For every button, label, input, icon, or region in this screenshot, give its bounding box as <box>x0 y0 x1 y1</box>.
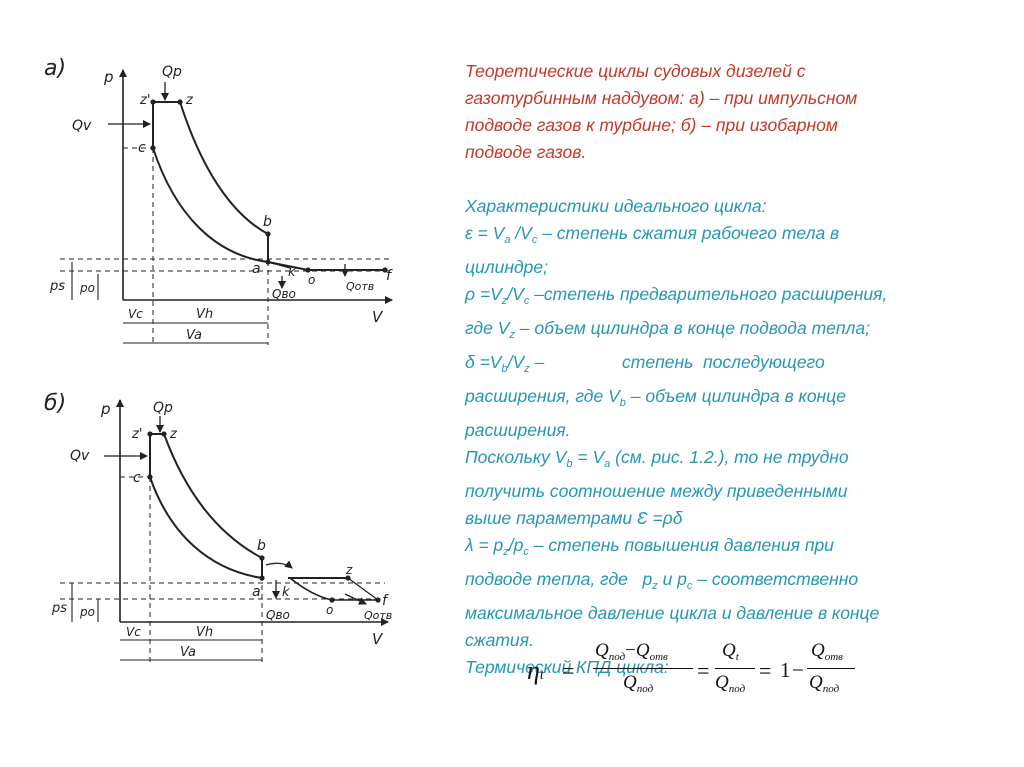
label-ps-a: ps <box>49 279 65 294</box>
label-va-a: Va <box>186 328 202 343</box>
compression-curve-b <box>149 476 263 579</box>
delta-definition: δ =Vb/Vz – степень последующего <box>465 352 825 375</box>
label-f-b: f <box>382 593 389 609</box>
label-zprime-a: z' <box>139 93 150 108</box>
label-qotv-b: Qотв <box>364 609 392 622</box>
label-vc-a: Vc <box>128 307 143 321</box>
label-v-b: V <box>372 630 384 648</box>
label-o-a: o <box>308 273 315 287</box>
label-v-a: V <box>372 308 384 326</box>
label-a-b: a <box>252 584 261 600</box>
intro-line-2: газотурбинным наддувом: а) – при импульс… <box>465 88 858 108</box>
diagram-b: б) <box>44 391 392 662</box>
label-po-a: po <box>79 281 95 295</box>
intro-line-3: подводе газов к турбине; б) – при изобар… <box>465 115 838 135</box>
label-qotv-a: Qотв <box>346 280 374 293</box>
label-vh-a: Vh <box>196 307 213 322</box>
exhaust-line-a <box>267 261 291 269</box>
eps-definition: ε = Va /Vc – степень сжатия рабочего тел… <box>465 223 840 246</box>
formula-eq-1: = <box>562 658 575 683</box>
since-statement-line-2: получить соотношение между приведенными <box>465 481 848 501</box>
formula-one: 1 <box>780 658 791 682</box>
label-z2-b: z <box>345 563 353 577</box>
pv-diagrams: а) <box>44 56 393 662</box>
label-qvo-a: Qво <box>272 287 296 301</box>
label-z-b: z <box>169 427 178 442</box>
label-p-b: p <box>100 400 111 418</box>
eps-definition-line-2: цилиндре; <box>465 257 548 277</box>
delta-definition-line-2: расширения, где Vb – объем цилиндра в ко… <box>465 386 846 409</box>
label-qv-a: Qv <box>72 118 92 134</box>
label-qvo-b: Qво <box>266 608 290 622</box>
since-statement-line-3: выше параметрами Ɛ =ρδ <box>465 508 683 528</box>
label-k-b: k <box>282 585 290 600</box>
label-va-b: Va <box>180 645 196 660</box>
lambda-definition-line-4: сжатия. <box>465 630 534 650</box>
label-qp-b: Qр <box>153 400 173 416</box>
label-p-a: p <box>103 68 114 86</box>
formula-den-3: Qпод <box>809 672 840 695</box>
since-statement: Поскольку Vb = Va (см. рис. 1.2.), то не… <box>465 447 849 470</box>
formula-den-2: Qпод <box>715 672 746 695</box>
lambda-definition-line-3: максимальное давление цикла и давление в… <box>465 603 880 623</box>
rho-definition-line-2: где Vz – объем цилиндра в конце подвода … <box>465 318 870 341</box>
intro-line-1: Теоретические циклы судовых дизелей с <box>465 61 806 81</box>
formula-num-2: Qt <box>722 640 739 663</box>
label-qp-a: Qр <box>162 64 182 80</box>
label-po-b: po <box>79 605 95 619</box>
lambda-definition-line-2: подводе тепла, где pz и pc – соответстве… <box>465 569 859 592</box>
lambda-definition: λ = pz/pc – степень повышения давления п… <box>465 535 834 558</box>
label-c-a: c <box>138 140 146 156</box>
cycle-upper-a <box>152 101 385 271</box>
label-k-a: k <box>288 265 296 280</box>
rho-definition: ρ =Vz/Vc –степень предварительного расши… <box>465 284 888 307</box>
label-b-a: b <box>263 214 272 230</box>
label-qv-b: Qv <box>70 448 90 464</box>
label-a-a: a <box>252 261 261 277</box>
compression-curve-a <box>152 147 269 263</box>
diagram-a: а) <box>44 56 393 345</box>
formula-num-1: Qпод−Qотв <box>595 640 668 663</box>
formula-eq-3: = <box>759 658 772 683</box>
formula-minus: − <box>792 658 804 682</box>
label-f-a: f <box>386 268 393 284</box>
formula-eta: ηt <box>527 656 544 685</box>
thermal-efficiency-formula: ηt = Qпод−Qотв Qпод = Qt Qпод = 1 − Qотв… <box>527 634 867 706</box>
heading: Характеристики идеального цикла: <box>465 196 767 216</box>
description-text: Теоретические циклы судовых дизелей с га… <box>465 58 985 681</box>
label-vc-b: Vc <box>126 625 141 639</box>
label-vh-b: Vh <box>196 625 213 640</box>
label-o-b: o <box>326 603 333 617</box>
label-zprime-b: z' <box>131 427 142 442</box>
intro-line-4: подводе газов. <box>465 142 587 162</box>
label-ps-b: ps <box>51 601 67 616</box>
panel-label-a: а) <box>44 56 66 81</box>
delta-definition-line-3: расширения. <box>465 420 571 440</box>
label-z-a: z <box>185 93 194 108</box>
panel-label-b: б) <box>44 391 66 416</box>
label-b-b: b <box>257 538 266 554</box>
formula-eq-2: = <box>697 658 710 683</box>
kpd-heading: Термический КПД цикла: <box>465 657 669 677</box>
formula-num-3: Qотв <box>811 640 843 663</box>
formula-den-1: Qпод <box>623 672 654 695</box>
label-c-b: c <box>133 470 141 486</box>
